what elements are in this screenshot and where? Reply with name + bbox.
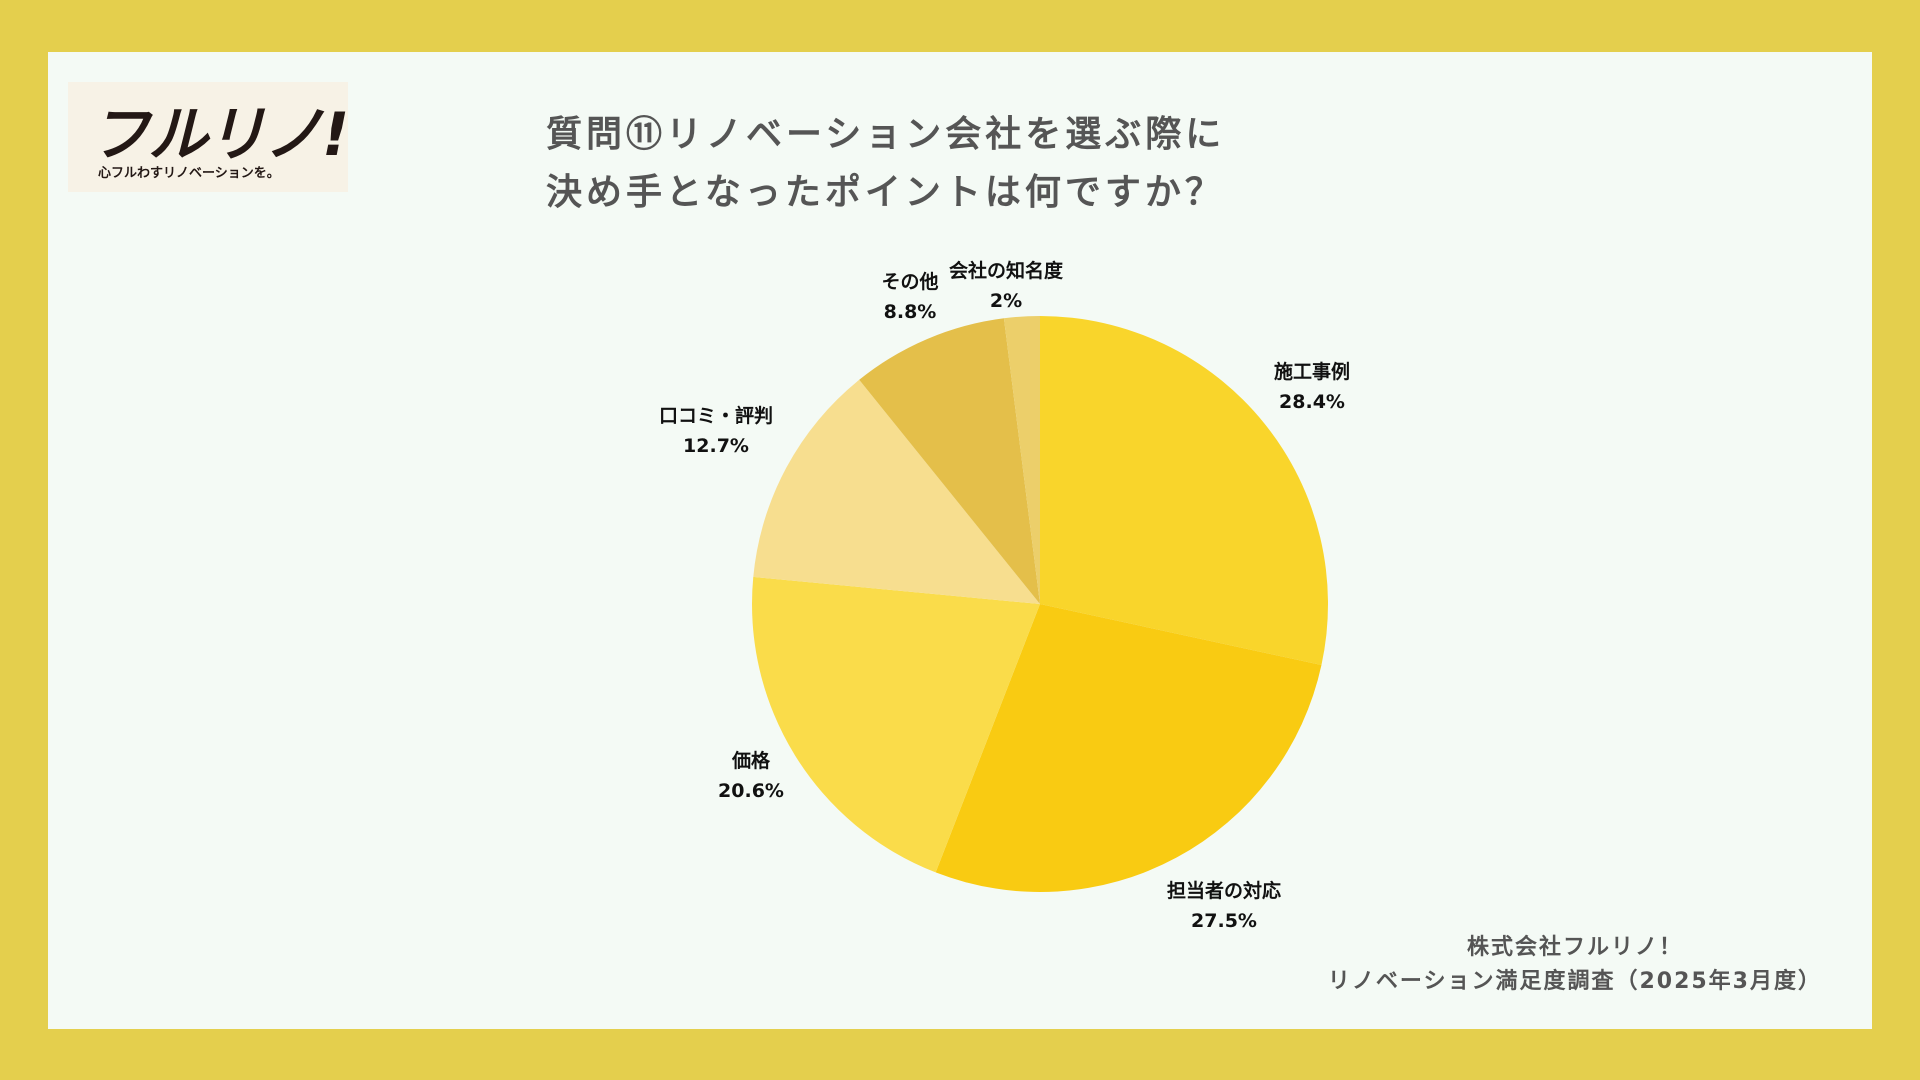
chart-title-line-2: 決め手となったポイントは何ですか？ xyxy=(546,172,1225,213)
logo-wordmark: フルリノ! xyxy=(90,100,349,170)
pie-slice xyxy=(1040,316,1328,666)
slice-value-label: 20.6% xyxy=(718,780,784,802)
pie-chart: 施工事例 28.4% 担当者の対応 27.5% 価格 20.6% 口コミ・評判 12.7% その… xyxy=(659,259,1350,932)
slice-value-label: 27.5% xyxy=(1191,910,1257,932)
source-company: 株式会社フルリノ！ xyxy=(1466,935,1683,960)
brand-logo: フルリノ! 心フルわすリノベーションを。 xyxy=(68,82,349,192)
pie-slice xyxy=(1003,316,1040,604)
logo-tagline: 心フルわすリノベーションを。 xyxy=(98,166,280,181)
slice-label: その他 xyxy=(881,270,938,293)
slice-label: 口コミ・評判 xyxy=(659,404,773,427)
pie-slice xyxy=(935,604,1322,892)
source-survey: リノベーション満足度調査（2025年3月度） xyxy=(1327,969,1822,994)
pie-slice xyxy=(752,576,1040,873)
chart-title-line-1: 質問⑪リノベーション会社を選ぶ際に xyxy=(546,114,1226,155)
slice-value-label: 28.4% xyxy=(1279,391,1345,413)
slice-value-label: 2% xyxy=(990,290,1022,312)
chart-card: フルリノ! 心フルわすリノベーションを。 質問⑪リノベーション会社を選ぶ際に 決… xyxy=(48,52,1872,1029)
slice-label: 会社の知名度 xyxy=(949,259,1064,282)
slice-value-label: 12.7% xyxy=(683,435,749,457)
pie-slice xyxy=(753,379,1040,604)
source-note: 株式会社フルリノ！ リノベーション満足度調査（2025年3月度） xyxy=(1328,931,1822,999)
slice-label: 価格 xyxy=(731,749,771,772)
pie-slice xyxy=(859,318,1040,604)
slice-label: 担当者の対応 xyxy=(1167,879,1281,902)
slice-label: 施工事例 xyxy=(1274,360,1350,383)
slice-value-label: 8.8% xyxy=(884,301,937,323)
chart-title: 質問⑪リノベーション会社を選ぶ際に 決め手となったポイントは何ですか？ xyxy=(546,106,1446,222)
